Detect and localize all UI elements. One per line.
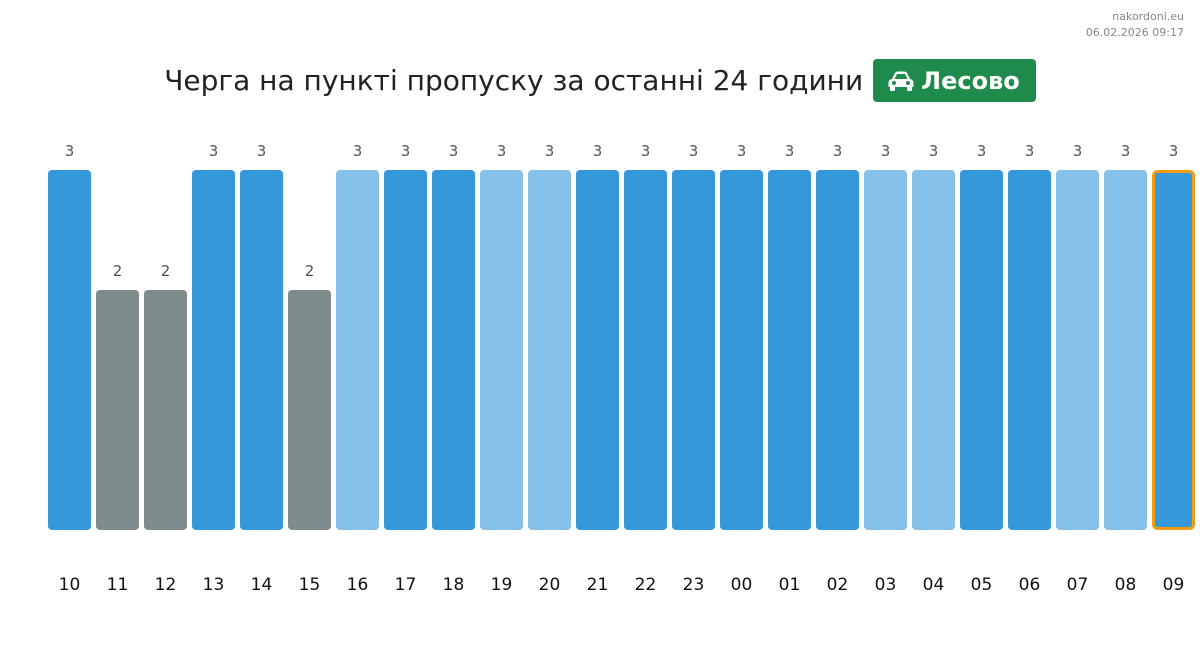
x-tick-label-17: 17 — [395, 575, 417, 595]
x-tick-label-13: 13 — [203, 575, 225, 595]
x-tick-label-15: 15 — [299, 575, 321, 595]
x-tick-label-22: 22 — [635, 575, 657, 595]
value-label-05: 3 — [977, 142, 987, 160]
value-label-21: 3 — [593, 142, 603, 160]
value-label-02: 3 — [833, 142, 843, 160]
value-label-17: 3 — [401, 142, 411, 160]
x-tick-label-21: 21 — [587, 575, 609, 595]
value-label-11: 2 — [113, 262, 123, 280]
bar-19 — [480, 170, 523, 530]
bar-16 — [336, 170, 379, 530]
value-label-08: 3 — [1121, 142, 1131, 160]
bar-09 — [1152, 170, 1195, 530]
chart-header: Черга на пункті пропуску за останні 24 г… — [0, 59, 1200, 102]
x-tick-label-19: 19 — [491, 575, 513, 595]
value-label-12: 2 — [161, 262, 171, 280]
x-tick-label-09: 09 — [1163, 575, 1185, 595]
x-tick-label-01: 01 — [779, 575, 801, 595]
bar-00 — [720, 170, 763, 530]
x-tick-label-04: 04 — [923, 575, 945, 595]
value-label-19: 3 — [497, 142, 507, 160]
value-label-15: 2 — [305, 262, 315, 280]
bar-05 — [960, 170, 1003, 530]
bar-01 — [768, 170, 811, 530]
x-tick-label-07: 07 — [1067, 575, 1089, 595]
bar-04 — [912, 170, 955, 530]
bar-20 — [528, 170, 571, 530]
x-tick-label-08: 08 — [1115, 575, 1137, 595]
chart-title: Черга на пункті пропуску за останні 24 г… — [164, 63, 864, 97]
value-label-06: 3 — [1025, 142, 1035, 160]
x-tick-label-14: 14 — [251, 575, 273, 595]
value-label-04: 3 — [929, 142, 939, 160]
value-label-14: 3 — [257, 142, 267, 160]
value-label-16: 3 — [353, 142, 363, 160]
bar-03 — [864, 170, 907, 530]
x-tick-label-11: 11 — [107, 575, 129, 595]
bar-13 — [192, 170, 235, 530]
bar-17 — [384, 170, 427, 530]
value-label-01: 3 — [785, 142, 795, 160]
x-tick-label-05: 05 — [971, 575, 993, 595]
bar-23 — [672, 170, 715, 530]
value-label-00: 3 — [737, 142, 747, 160]
checkpoint-name: Лесово — [921, 66, 1020, 95]
bar-15 — [288, 290, 331, 530]
source-info: nakordoni.eu 06.02.2026 09:17 — [1086, 9, 1184, 41]
bar-02 — [816, 170, 859, 530]
bar-14 — [240, 170, 283, 530]
bar-12 — [144, 290, 187, 530]
x-tick-label-20: 20 — [539, 575, 561, 595]
x-tick-label-03: 03 — [875, 575, 897, 595]
x-tick-label-23: 23 — [683, 575, 705, 595]
x-tick-label-02: 02 — [827, 575, 849, 595]
value-label-03: 3 — [881, 142, 891, 160]
x-tick-label-00: 00 — [731, 575, 753, 595]
bar-18 — [432, 170, 475, 530]
value-label-07: 3 — [1073, 142, 1083, 160]
value-label-23: 3 — [689, 142, 699, 160]
bar-07 — [1056, 170, 1099, 530]
value-label-18: 3 — [449, 142, 459, 160]
value-label-10: 3 — [65, 142, 75, 160]
source-timestamp: 06.02.2026 09:17 — [1085, 26, 1184, 39]
value-label-22: 3 — [641, 142, 651, 160]
bar-08 — [1104, 170, 1147, 530]
car-icon — [888, 71, 914, 91]
x-tick-label-10: 10 — [59, 575, 81, 595]
value-label-13: 3 — [209, 142, 219, 160]
value-label-09: 3 — [1169, 142, 1179, 160]
x-tick-label-12: 12 — [155, 575, 177, 595]
bar-22 — [624, 170, 667, 530]
x-tick-label-06: 06 — [1019, 575, 1041, 595]
checkpoint-badge: Лесово — [873, 59, 1036, 102]
value-label-20: 3 — [545, 142, 555, 160]
bar-21 — [576, 170, 619, 530]
source-site: nakordoni.eu — [1112, 10, 1184, 23]
bar-11 — [96, 290, 139, 530]
x-tick-label-16: 16 — [347, 575, 369, 595]
bar-10 — [48, 170, 91, 530]
x-tick-label-18: 18 — [443, 575, 465, 595]
bar-06 — [1008, 170, 1051, 530]
